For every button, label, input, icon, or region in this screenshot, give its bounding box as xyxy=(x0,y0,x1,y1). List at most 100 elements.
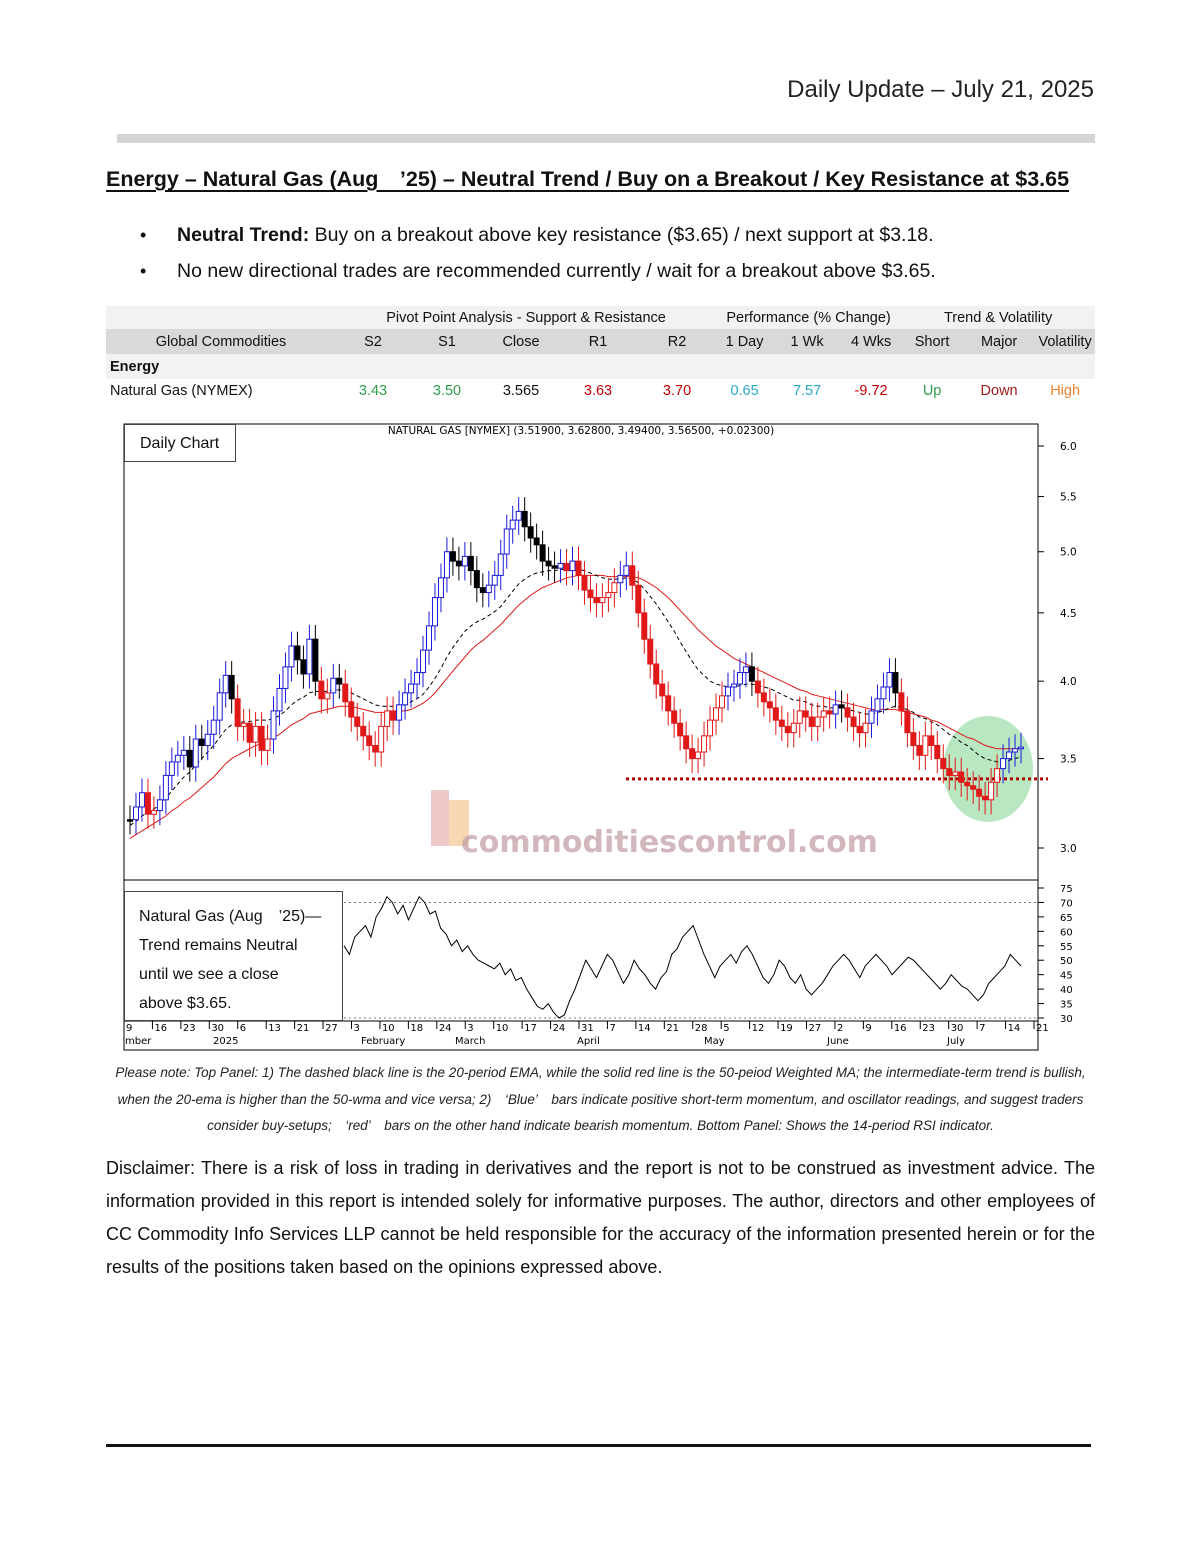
candle-body xyxy=(593,597,600,604)
candle-body xyxy=(850,716,857,727)
candle-body xyxy=(856,725,863,734)
candle-body xyxy=(581,574,588,591)
candle-body xyxy=(1006,751,1013,760)
col-header: Global Commodities xyxy=(106,329,336,354)
watermark-text: commoditiescontrol.com xyxy=(461,825,878,860)
rsi-tick-label: 75 xyxy=(1060,884,1073,895)
rsi-panel xyxy=(124,895,1038,1019)
candle-body xyxy=(228,674,235,700)
date-tick-label: 19 xyxy=(780,1023,793,1034)
candle-body xyxy=(766,701,773,709)
candle-body xyxy=(844,707,851,718)
date-tick-label: 14 xyxy=(638,1023,651,1034)
price-tick-label: 6.0 xyxy=(1060,441,1077,453)
candle-body xyxy=(324,692,331,700)
col-header: 4 Wks xyxy=(841,329,902,354)
header-divider xyxy=(117,134,1095,143)
candle-body xyxy=(635,584,642,614)
candle-body xyxy=(599,597,606,604)
candle-body xyxy=(611,582,618,594)
date-tick-label: 9 xyxy=(865,1023,871,1034)
date-tick-label: 21 xyxy=(297,1023,310,1034)
candle-body xyxy=(372,744,379,753)
pivot-table: Pivot Point Analysis - Support & Resista… xyxy=(106,306,1096,403)
price-tick-label: 3.0 xyxy=(1060,843,1077,855)
cell-major-trend: Down xyxy=(980,383,1018,399)
month-label: March xyxy=(455,1036,485,1047)
candle-body xyxy=(306,638,313,675)
rsi-note-line: Natural Gas (Aug ’25)— xyxy=(139,908,322,925)
rsi-note-line: until we see a close xyxy=(139,966,279,983)
candle-body xyxy=(186,749,193,768)
candle-body xyxy=(605,592,612,599)
candle-body xyxy=(240,722,247,727)
candle-body xyxy=(425,625,432,651)
candle-body xyxy=(180,749,187,756)
date-tick-label: 28 xyxy=(695,1023,708,1034)
rsi-tick-label: 30 xyxy=(1060,1014,1073,1025)
rsi-note-box: Natural Gas (Aug ’25)— Trend remains Neu… xyxy=(124,891,343,1021)
candle-body xyxy=(695,751,702,760)
date-tick-label: 21 xyxy=(1036,1023,1049,1034)
candle-body xyxy=(665,695,672,712)
rsi-tick-label: 70 xyxy=(1060,898,1073,909)
col-header: 1 Day xyxy=(716,329,774,354)
candle-body xyxy=(539,544,546,562)
bullet-item: Neutral Trend: Buy on a breakout above k… xyxy=(140,220,936,256)
cell-r1: 3.63 xyxy=(583,383,613,399)
date-tick-label: 3 xyxy=(467,1023,473,1034)
candle-body xyxy=(192,738,199,768)
candle-body xyxy=(563,562,570,572)
candle-body xyxy=(527,526,534,539)
bullet-item: No new directional trades are recommende… xyxy=(140,256,936,292)
candle-body xyxy=(874,698,881,712)
date-tick-label: 30 xyxy=(951,1023,964,1034)
candle-body xyxy=(210,719,217,735)
col-header: 1 Wk xyxy=(773,329,842,354)
month-label: May xyxy=(704,1036,725,1047)
date-tick-label: 9 xyxy=(126,1023,132,1034)
candle-body xyxy=(796,710,803,724)
cell-4wks: -9.72 xyxy=(854,383,888,399)
date-tick-label: 2 xyxy=(837,1023,843,1034)
candle-body xyxy=(970,785,977,790)
disclaimer: Disclaimer: There is a risk of loss in t… xyxy=(106,1158,1095,1277)
candle-body xyxy=(946,768,953,776)
candle-body xyxy=(312,638,319,682)
date-tick-label: 7 xyxy=(609,1023,615,1034)
date-tick-label: 24 xyxy=(553,1023,566,1034)
candle-body xyxy=(264,738,271,751)
date-tick-label: 16 xyxy=(154,1023,167,1034)
cell-r2: 3.70 xyxy=(662,383,692,399)
table-row: Natural Gas (NYMEX) 3.43 3.50 3.565 3.63… xyxy=(106,379,1095,403)
candle-body xyxy=(898,692,905,712)
candle-body xyxy=(701,735,708,753)
date-tick-label: 10 xyxy=(496,1023,509,1034)
candle-body xyxy=(390,710,397,721)
rsi-tick-label: 60 xyxy=(1060,927,1073,938)
rsi-tick-label: 45 xyxy=(1060,971,1073,982)
candle-body xyxy=(162,774,169,801)
cell-s2: 3.43 xyxy=(358,383,388,399)
price-tick-label: 4.0 xyxy=(1060,676,1077,688)
date-tick-label: 30 xyxy=(211,1023,224,1034)
date-tick-label: 13 xyxy=(268,1023,281,1034)
month-label: June xyxy=(826,1036,849,1047)
candle-body xyxy=(473,570,480,589)
candle-body xyxy=(952,771,959,776)
candle-body xyxy=(348,701,355,718)
date-tick-label: 23 xyxy=(922,1023,935,1034)
candle-body xyxy=(736,672,743,685)
candle-body xyxy=(719,695,726,709)
candle-body xyxy=(521,510,528,528)
rsi-tick-label: 50 xyxy=(1060,956,1073,967)
candle-body xyxy=(653,663,660,685)
candle-body xyxy=(802,710,809,718)
candle-body xyxy=(862,722,869,734)
bullet-list: Neutral Trend: Buy on a breakout above k… xyxy=(140,220,936,292)
candle-body xyxy=(270,710,277,740)
table-section-row: Energy xyxy=(106,354,1096,379)
candle-body xyxy=(533,537,540,546)
candle-body xyxy=(707,719,714,737)
candle-body xyxy=(575,560,582,576)
